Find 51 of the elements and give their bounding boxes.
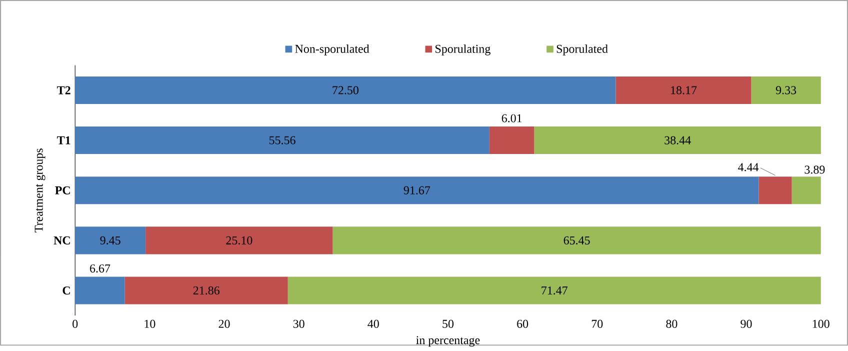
bar — [792, 176, 821, 204]
y-tick-label: NC — [54, 236, 70, 245]
y-tick-label: PC — [55, 186, 70, 195]
x-tick-label: 80 — [666, 320, 678, 328]
bar — [288, 276, 821, 304]
data-label: 18.17 — [671, 86, 697, 94]
data-label: 55.56 — [269, 136, 296, 145]
legend-label: Sporulating — [436, 44, 490, 56]
x-axis-title: in percentage — [416, 336, 480, 347]
x-tick-label: 0 — [72, 320, 78, 328]
bar — [75, 226, 146, 254]
legend-label: Non-sporulated — [295, 44, 370, 56]
y-tick-label: T2 — [57, 86, 70, 94]
bar — [616, 76, 752, 104]
data-label: 91.67 — [404, 186, 430, 195]
bar — [751, 76, 821, 104]
data-label: 21.86 — [193, 286, 220, 295]
x-tick-label: 50 — [442, 320, 454, 328]
bar — [534, 126, 821, 154]
bar — [75, 126, 490, 154]
data-label: 3.89 — [804, 166, 825, 174]
x-tick-label: 30 — [293, 320, 304, 328]
data-label: 6.01 — [502, 114, 522, 123]
data-label: 25.10 — [226, 236, 252, 245]
x-tick-label: 90 — [740, 320, 752, 328]
x-tick-label: 60 — [517, 320, 528, 328]
bar — [332, 226, 821, 254]
bar — [489, 126, 534, 154]
legend-label: Sporulated — [556, 44, 608, 56]
data-label: 38.44 — [664, 136, 691, 145]
data-label: 4.44 — [738, 163, 759, 172]
data-label: 6.67 — [90, 264, 110, 273]
x-tick-label: 20 — [218, 320, 230, 328]
data-label: 65.45 — [564, 236, 590, 245]
bar — [75, 276, 125, 304]
data-label: 9.33 — [776, 86, 796, 94]
bar — [758, 176, 792, 204]
bar — [75, 176, 759, 204]
bar — [75, 76, 616, 104]
x-tick-label: 10 — [144, 320, 156, 328]
data-label: 72.50 — [332, 86, 358, 94]
data-label: 9.45 — [100, 236, 120, 245]
x-tick-label: 100 — [812, 320, 830, 328]
bar — [124, 276, 288, 304]
bar — [146, 226, 333, 254]
y-axis-title: Treatment groups — [34, 148, 46, 233]
x-tick-label: 40 — [368, 320, 379, 328]
x-tick-label: 70 — [592, 320, 603, 328]
y-tick-label: T1 — [57, 136, 70, 144]
data-label: 71.47 — [542, 286, 568, 295]
y-tick-label: C — [62, 286, 70, 295]
